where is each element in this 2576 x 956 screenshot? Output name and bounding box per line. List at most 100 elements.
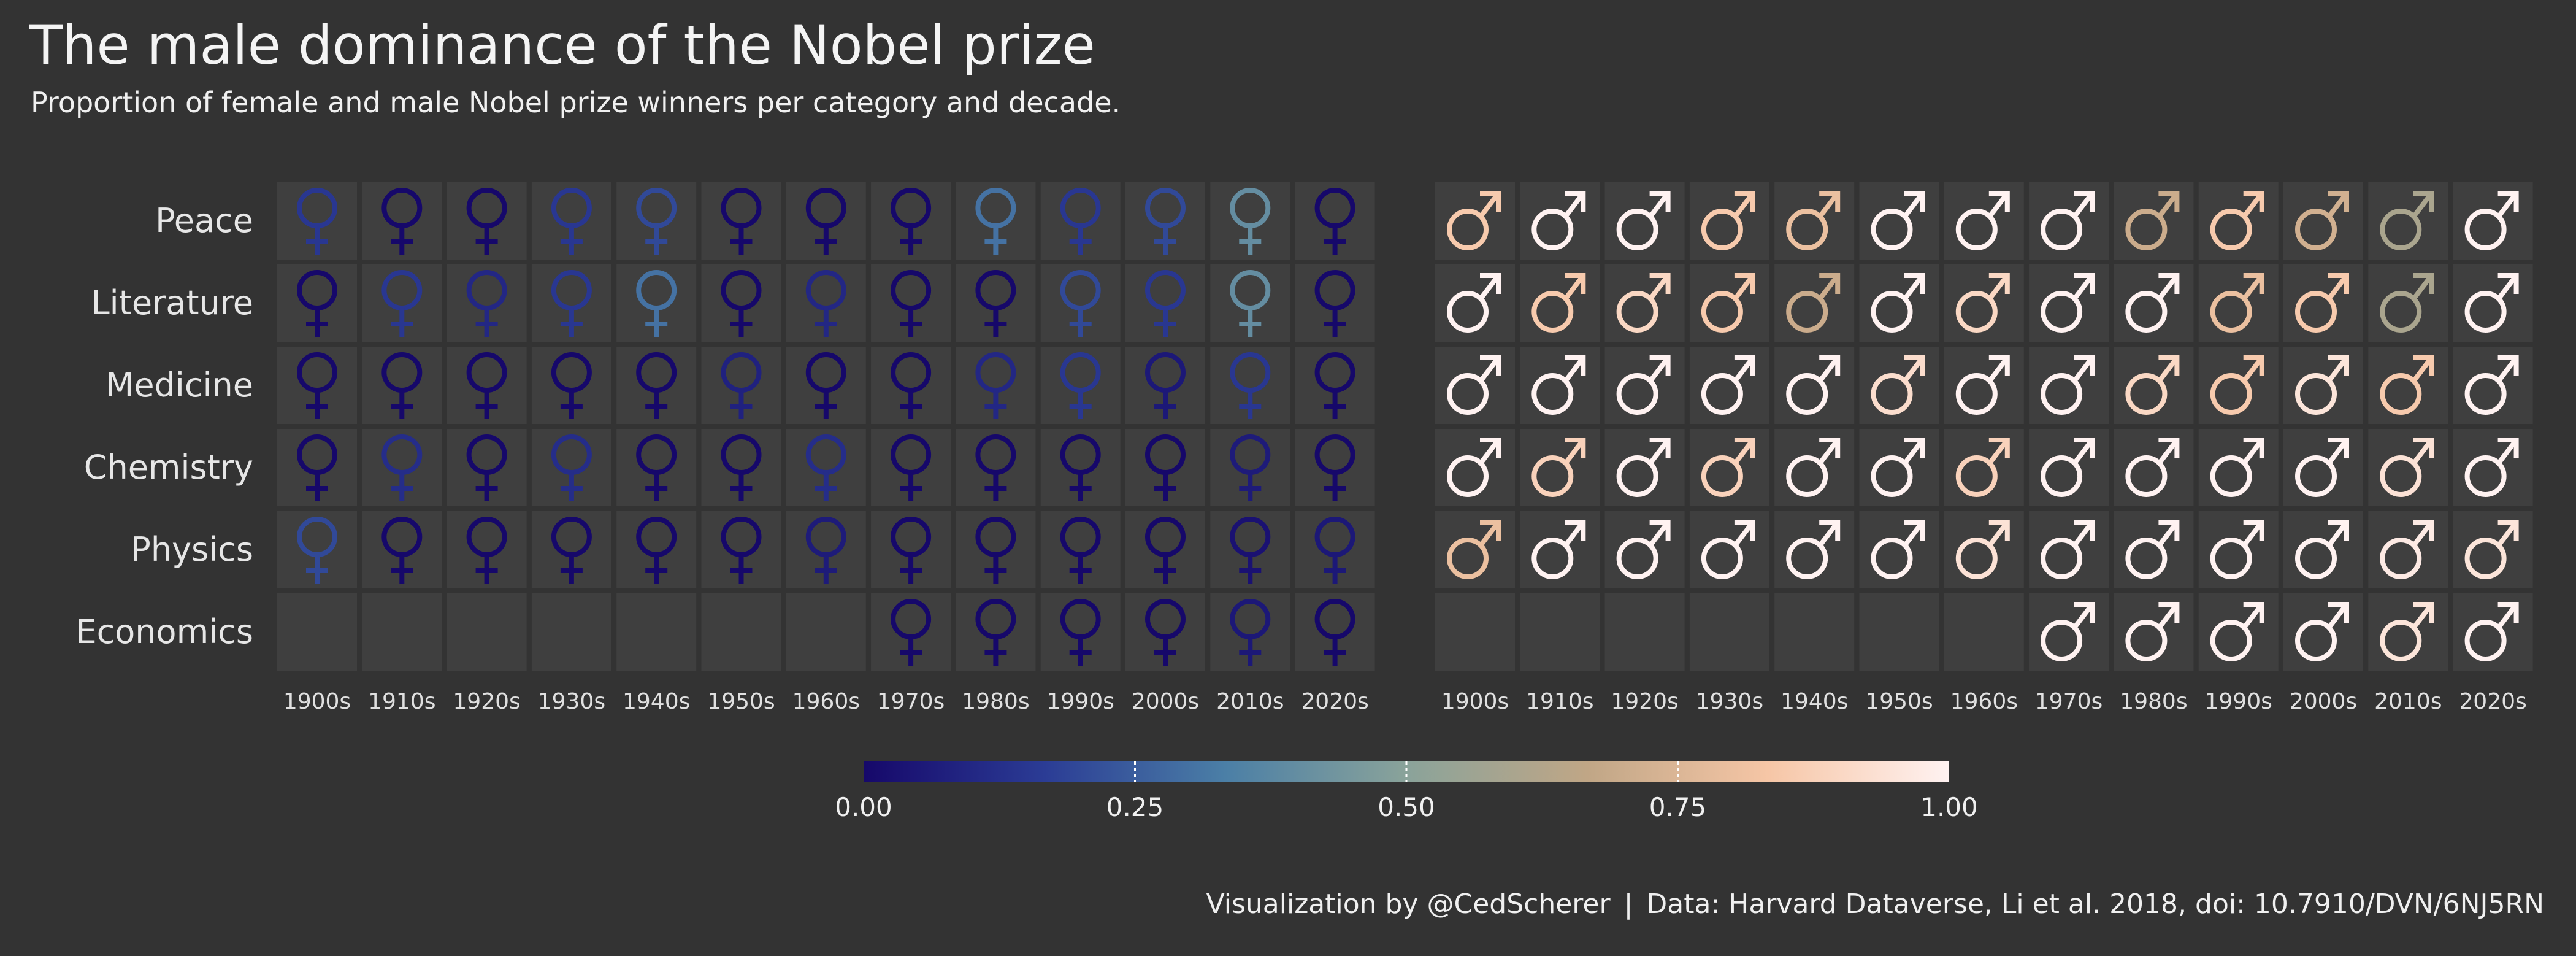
male-symbol-mark <box>1531 191 1586 250</box>
male-symbol-mark <box>2464 602 2519 661</box>
female-symbol-mark <box>721 352 762 419</box>
female-symbol-mark <box>381 352 423 419</box>
female-symbol-mark <box>636 517 677 584</box>
male-symbol-mark <box>1616 355 1671 415</box>
heatmap-cell <box>362 593 442 671</box>
female-symbol-mark <box>381 188 423 255</box>
male-symbol-mark <box>1616 273 1671 333</box>
male-symbol-mark <box>1616 191 1671 250</box>
female-symbol-mark <box>1060 517 1101 584</box>
female-symbol-mark <box>551 352 592 419</box>
female-symbol-mark <box>721 270 762 337</box>
male-symbol-mark <box>2041 602 2095 661</box>
chart-title: The male dominance of the Nobel prize <box>29 13 1095 77</box>
female-symbol-mark <box>381 434 423 501</box>
male-symbol-mark <box>2295 520 2349 579</box>
female-symbol-mark <box>466 517 507 584</box>
male-symbol-mark <box>2125 602 2180 661</box>
female-symbol-mark <box>891 434 932 501</box>
female-symbol-mark <box>975 188 1016 255</box>
heatmap-cell <box>1689 593 1769 671</box>
caption-separator: | <box>1623 889 1633 920</box>
female-symbol-mark <box>805 188 846 255</box>
female-symbol-mark <box>1060 599 1101 666</box>
female-symbol-mark <box>551 517 592 584</box>
male-symbol-mark <box>2210 355 2264 415</box>
male-symbol-mark <box>1955 355 2010 415</box>
decade-tick-label: 1990s <box>2205 689 2272 714</box>
chart-caption: Visualization by @CedScherer | Data: Harva… <box>1206 889 2544 920</box>
female-symbol-mark <box>975 517 1016 584</box>
female-symbol-mark <box>1314 188 1355 255</box>
colorbar-tick-label: 0.50 <box>1378 792 1435 822</box>
male-symbol-mark <box>1531 273 1586 333</box>
male-symbol-mark <box>1531 520 1586 579</box>
male-symbol-mark <box>1447 438 1501 497</box>
female-symbol-mark <box>975 352 1016 419</box>
female-symbol-mark <box>297 270 337 337</box>
female-symbol-mark <box>1145 270 1186 337</box>
heatmap-cell <box>1604 593 1685 671</box>
male-symbol-mark <box>2125 273 2180 333</box>
female-symbol-mark <box>381 270 423 337</box>
female-symbol-mark <box>975 599 1016 666</box>
male-symbol-mark <box>1701 520 1755 579</box>
category-label: Medicine <box>105 366 253 404</box>
female-symbol-mark <box>721 188 762 255</box>
male-symbol-mark <box>2210 191 2264 250</box>
female-symbol-mark <box>891 517 932 584</box>
female-symbol-mark <box>805 270 846 337</box>
female-symbol-mark <box>1230 434 1271 501</box>
female-symbol-mark <box>721 434 762 501</box>
male-symbol-mark <box>1701 355 1755 415</box>
decade-tick-label: 2000s <box>1132 689 1199 714</box>
female-symbol-mark <box>1060 270 1101 337</box>
heatmap-cell <box>1944 593 2024 671</box>
female-symbol-mark <box>1145 599 1186 666</box>
male-symbol-mark <box>2125 191 2180 250</box>
male-symbol-mark <box>2041 438 2095 497</box>
female-symbol-mark <box>297 352 337 419</box>
chart-subtitle: Proportion of female and male Nobel priz… <box>31 86 1121 119</box>
female-symbol-mark <box>551 270 592 337</box>
male-symbol-mark <box>2041 355 2095 415</box>
male-symbol-mark <box>1871 438 1925 497</box>
male-symbol-mark <box>1955 273 2010 333</box>
male-symbol-mark <box>2464 355 2519 415</box>
decade-tick-label: 1960s <box>792 689 860 714</box>
caption-source: Data: Harvard Dataverse, Li et al. 2018,… <box>1646 889 2544 920</box>
male-symbol-mark <box>1701 273 1755 333</box>
female-symbol-mark <box>1314 270 1355 337</box>
female-symbol-mark <box>1230 270 1271 337</box>
male-symbol-mark <box>2380 273 2434 333</box>
female-symbol-mark <box>466 434 507 501</box>
decade-tick-label: 1920s <box>453 689 520 714</box>
decade-tick-label: 1970s <box>877 689 945 714</box>
male-symbol-mark <box>1447 520 1501 579</box>
male-symbol-mark <box>2380 602 2434 661</box>
male-symbol-mark <box>1786 273 1841 333</box>
male-symbol-mark <box>2295 438 2349 497</box>
male-symbol-mark <box>2295 191 2349 250</box>
female-symbol-mark <box>551 434 592 501</box>
female-symbol-mark <box>466 188 507 255</box>
female-symbol-mark <box>297 188 337 255</box>
male-symbol-mark <box>2380 438 2434 497</box>
colorbar-tick-label: 0.75 <box>1649 792 1707 822</box>
category-label: Chemistry <box>84 448 253 487</box>
male-symbol-mark <box>1871 191 1925 250</box>
male-symbol-mark <box>1955 438 2010 497</box>
female-symbol-mark <box>1314 599 1355 666</box>
colorbar-tick-label: 1.00 <box>1920 792 1978 822</box>
male-symbol-mark <box>2380 355 2434 415</box>
male-symbol-mark <box>2041 520 2095 579</box>
decade-tick-label: 2010s <box>2374 689 2442 714</box>
male-symbol-mark <box>1786 520 1841 579</box>
male-symbol-mark <box>1786 355 1841 415</box>
decade-tick-label: 1940s <box>1781 689 1848 714</box>
male-symbol-mark <box>2210 438 2264 497</box>
male-symbol-mark <box>2380 520 2434 579</box>
male-symbol-mark <box>2464 273 2519 333</box>
female-symbol-mark <box>636 270 677 337</box>
decade-tick-label: 1930s <box>1696 689 1763 714</box>
